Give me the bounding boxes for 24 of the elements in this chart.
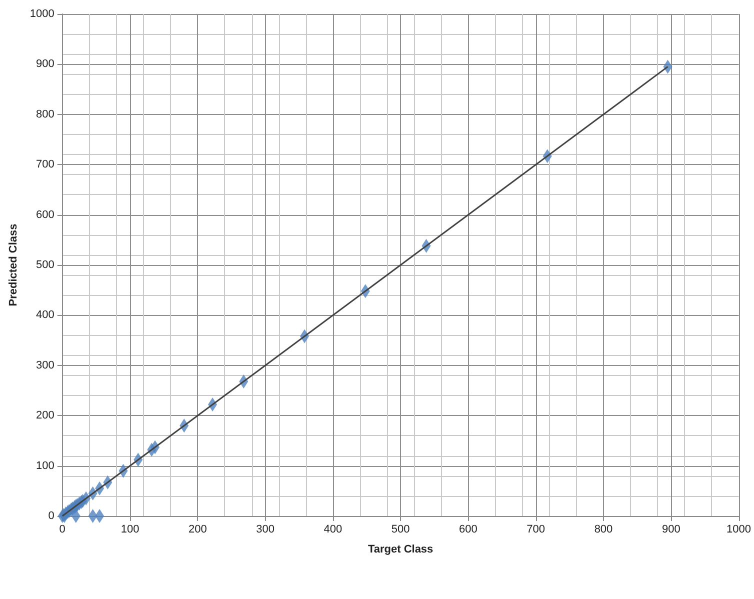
x-tick-label: 300 [256,524,274,536]
x-tick-label: 900 [662,524,680,536]
x-tick-label: 500 [391,524,410,536]
y-tick-label: 400 [36,309,54,322]
x-tick-label: 100 [120,524,140,536]
y-tick-label: 500 [36,259,54,271]
x-tick-label: 0 [59,524,66,536]
x-axis-title: Target Class [368,544,434,556]
y-axis-title: Predicted Class [8,224,20,306]
x-tick-label: 600 [459,524,478,536]
x-tick-label: 200 [188,524,207,536]
y-tick-label: 200 [36,410,54,422]
y-tick-label: 0 [48,510,54,522]
y-tick-label: 300 [36,359,54,372]
y-tick-label: 700 [36,158,54,171]
y-tick-label: 1000 [30,8,54,20]
y-tick-label: 900 [36,58,54,70]
y-tick-label: 600 [36,208,54,221]
y-tick-label: 800 [36,108,54,120]
x-tick-label: 800 [594,524,613,536]
x-tick-label: 700 [526,524,546,536]
y-tick-label: 100 [36,460,54,472]
x-tick-label: 1000 [726,524,752,536]
x-tick-label: 400 [324,524,342,536]
